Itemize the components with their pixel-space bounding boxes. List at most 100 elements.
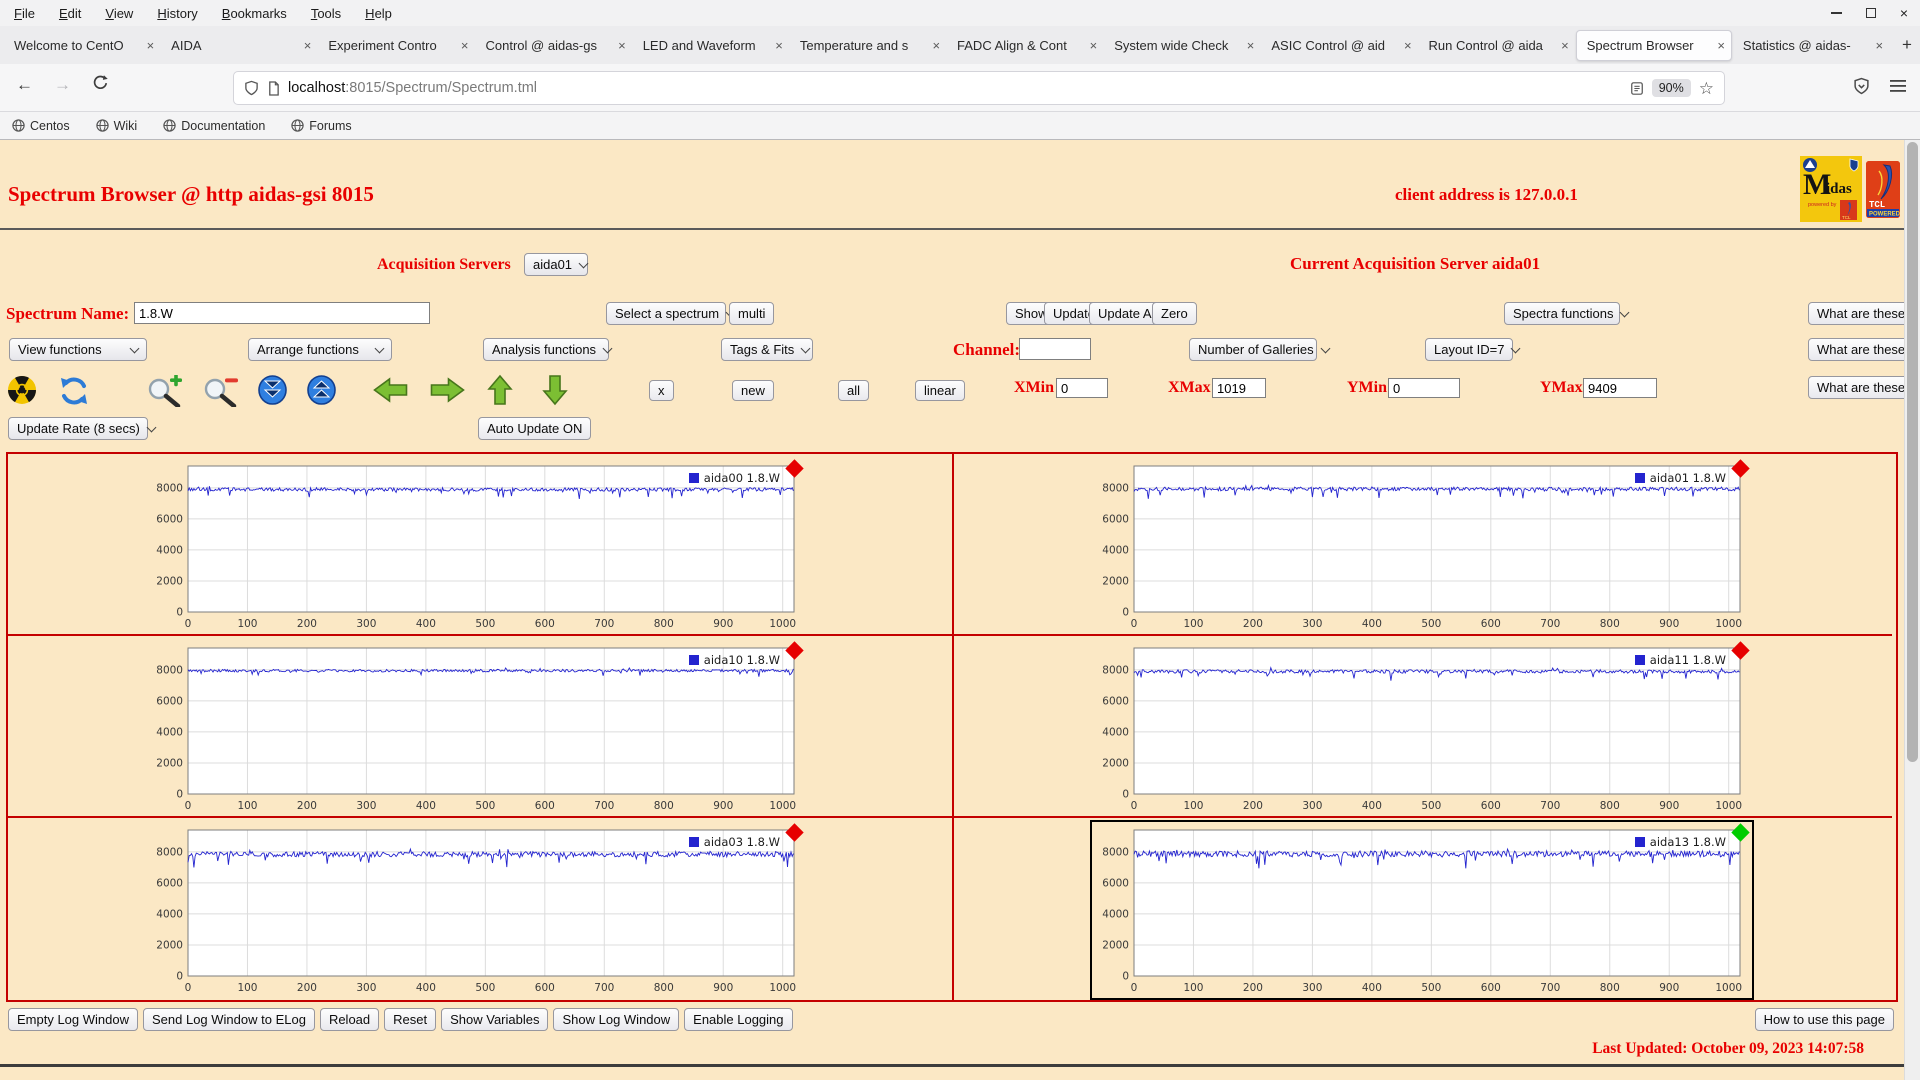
- bookmark-forums[interactable]: Forums: [291, 119, 352, 133]
- page-info-icon[interactable]: [267, 80, 280, 96]
- update-button[interactable]: Update: [1044, 302, 1104, 325]
- reload-page-button[interactable]: Reload: [319, 1008, 380, 1031]
- menu-help[interactable]: Help: [365, 5, 392, 21]
- select-a-spectrum[interactable]: Select a spectrum: [606, 302, 736, 325]
- number-of-galleries-select[interactable]: Number of Galleries: [1189, 338, 1331, 361]
- midas-logo[interactable]: M idas powered by TCL: [1800, 156, 1862, 222]
- reader-mode-icon[interactable]: [1630, 81, 1644, 96]
- menu-file[interactable]: File: [14, 5, 35, 21]
- tab-close-icon[interactable]: ×: [1717, 37, 1725, 53]
- spectrum-plot-aida11[interactable]: 0 100 200 300 400 500 600 700 800 900 1000 0 2000 400…: [1092, 640, 1752, 816]
- menu-view[interactable]: View: [105, 5, 134, 21]
- tab-run-control[interactable]: Run Control @ aida ×: [1419, 30, 1575, 61]
- tab-close-icon[interactable]: ×: [1561, 37, 1569, 53]
- radiation-icon-button[interactable]: [7, 375, 37, 405]
- reload-button[interactable]: [92, 74, 109, 94]
- hamburger-menu-icon[interactable]: [1890, 79, 1906, 96]
- tab-experiment-control[interactable]: Experiment Contro ×: [318, 30, 474, 61]
- menu-history[interactable]: History: [157, 5, 198, 21]
- channel-input[interactable]: [1019, 338, 1091, 360]
- x-button[interactable]: x: [649, 380, 674, 401]
- tab-close-icon[interactable]: ×: [1875, 37, 1884, 53]
- ymin-input[interactable]: [1388, 378, 1460, 398]
- enable-logging-button[interactable]: Enable Logging: [684, 1008, 793, 1031]
- tab-welcome-centos[interactable]: Welcome to CentO ×: [4, 30, 160, 61]
- spectrum-plot-aida01[interactable]: 0 100 200 300 400 500 600 700 800 900 1000 0 2000 400…: [1092, 458, 1752, 634]
- show-log-window-button[interactable]: Show Log Window: [553, 1008, 680, 1031]
- spectrum-name-input[interactable]: [134, 302, 430, 324]
- bookmark-star-icon[interactable]: ☆: [1698, 78, 1714, 98]
- tab-close-icon[interactable]: ×: [1089, 37, 1098, 53]
- tab-fadc-align[interactable]: FADC Align & Cont ×: [947, 30, 1103, 61]
- zoom-out-icon-button[interactable]: [202, 375, 239, 409]
- tab-close-icon[interactable]: ×: [303, 37, 312, 53]
- shield-icon[interactable]: [244, 80, 259, 96]
- multi-button[interactable]: multi: [729, 302, 775, 325]
- tab-spectrum-browser[interactable]: Spectrum Browser ×: [1575, 29, 1732, 61]
- url-bar[interactable]: localhost:8015/Spectrum/Spectrum.tml 90%…: [233, 71, 1725, 105]
- double-arrow-down-icon-button[interactable]: [257, 375, 288, 405]
- new-button[interactable]: new: [732, 380, 774, 401]
- spectra-functions-select[interactable]: Spectra functions: [1504, 302, 1630, 325]
- send-log-to-elog-button[interactable]: Send Log Window to ELog: [143, 1008, 315, 1031]
- tab-led-waveform[interactable]: LED and Waveform ×: [633, 30, 789, 61]
- xmin-input[interactable]: [1056, 378, 1108, 398]
- tab-statistics[interactable]: Statistics @ aidas- ×: [1733, 30, 1889, 61]
- tab-system-check[interactable]: System wide Check ×: [1104, 30, 1260, 61]
- tab-close-icon[interactable]: ×: [1403, 37, 1412, 53]
- tab-temperature[interactable]: Temperature and s ×: [790, 30, 946, 61]
- refresh-icon-button[interactable]: [58, 375, 90, 407]
- analysis-functions-select[interactable]: Analysis functions: [483, 338, 613, 361]
- tags-fits-select[interactable]: Tags & Fits: [721, 338, 813, 361]
- tab-asic-control[interactable]: ASIC Control @ aid ×: [1261, 30, 1417, 61]
- what-are-these-button-3[interactable]: What are these?: [1808, 376, 1920, 399]
- acquisition-server-select[interactable]: aida01: [524, 253, 589, 276]
- show-variables-button[interactable]: Show Variables: [441, 1008, 549, 1031]
- spectrum-plot-aida03[interactable]: 0 100 200 300 400 500 600 700 800 900 1000 0 2000 400…: [146, 822, 806, 998]
- tab-close-icon[interactable]: ×: [775, 37, 783, 53]
- xmax-input[interactable]: [1212, 378, 1266, 398]
- how-to-use-button[interactable]: How to use this page: [1754, 1008, 1894, 1031]
- tab-close-icon[interactable]: ×: [618, 37, 626, 53]
- empty-log-window-button[interactable]: Empty Log Window: [8, 1008, 138, 1031]
- tab-control-aidas[interactable]: Control @ aidas-gs ×: [476, 30, 632, 61]
- tab-close-icon[interactable]: ×: [1246, 37, 1255, 53]
- protection-shield-icon[interactable]: [1853, 77, 1870, 98]
- view-functions-select[interactable]: View functions: [9, 338, 147, 361]
- menu-bookmarks[interactable]: Bookmarks: [221, 5, 287, 21]
- layout-id-select[interactable]: Layout ID=7: [1425, 338, 1521, 361]
- ymax-input[interactable]: [1583, 378, 1657, 398]
- arrow-left-icon-button[interactable]: [372, 376, 409, 404]
- tcl-powered-logo[interactable]: TCL POWERED: [1866, 161, 1900, 218]
- scrollbar-thumb[interactable]: [1907, 142, 1918, 762]
- tab-close-icon[interactable]: ×: [146, 37, 155, 53]
- arrow-right-icon-button[interactable]: [429, 376, 466, 404]
- show-button[interactable]: Show: [1006, 302, 1057, 325]
- menu-tools[interactable]: Tools: [310, 5, 342, 21]
- maximize-icon[interactable]: [1865, 8, 1876, 18]
- bookmark-wiki[interactable]: Wiki: [95, 119, 137, 133]
- bookmark-documentation[interactable]: Documentation: [163, 119, 265, 133]
- linear-button[interactable]: linear: [915, 380, 965, 401]
- bookmark-centos[interactable]: Centos: [12, 119, 70, 133]
- menu-edit[interactable]: Edit: [58, 5, 82, 21]
- zoom-level-badge[interactable]: 90%: [1651, 79, 1691, 97]
- tab-close-icon[interactable]: ×: [932, 37, 941, 53]
- tab-aida[interactable]: AIDA ×: [161, 30, 317, 61]
- tab-close-icon[interactable]: ×: [460, 37, 469, 53]
- what-are-these-button-1[interactable]: What are these?: [1808, 302, 1920, 325]
- auto-update-button[interactable]: Auto Update ON: [478, 417, 592, 440]
- spectrum-plot-aida00[interactable]: 0 100 200 300 400 500 600 700 800 900 1000 0 2000 400…: [146, 458, 806, 634]
- update-all-button[interactable]: Update All: [1089, 302, 1167, 325]
- spectrum-plot-aida10[interactable]: 0 100 200 300 400 500 600 700 800 900 1000 0 2000 400…: [146, 640, 806, 816]
- update-rate-select[interactable]: Update Rate (8 secs): [8, 417, 157, 440]
- arrange-functions-select[interactable]: Arrange functions: [248, 338, 392, 361]
- new-tab-button[interactable]: +: [1902, 35, 1912, 54]
- back-button[interactable]: ←: [16, 75, 33, 94]
- vertical-scrollbar[interactable]: [1904, 140, 1920, 1080]
- minimize-icon[interactable]: [1830, 12, 1842, 14]
- reset-button[interactable]: Reset: [384, 1008, 437, 1031]
- what-are-these-button-2[interactable]: What are these?: [1808, 338, 1920, 361]
- arrow-down-icon-button[interactable]: [542, 374, 568, 406]
- spectrum-plot-aida13-selected[interactable]: 0 100 200 300 400 500 600 700 800 900 1000 0 2000 400…: [1092, 822, 1752, 998]
